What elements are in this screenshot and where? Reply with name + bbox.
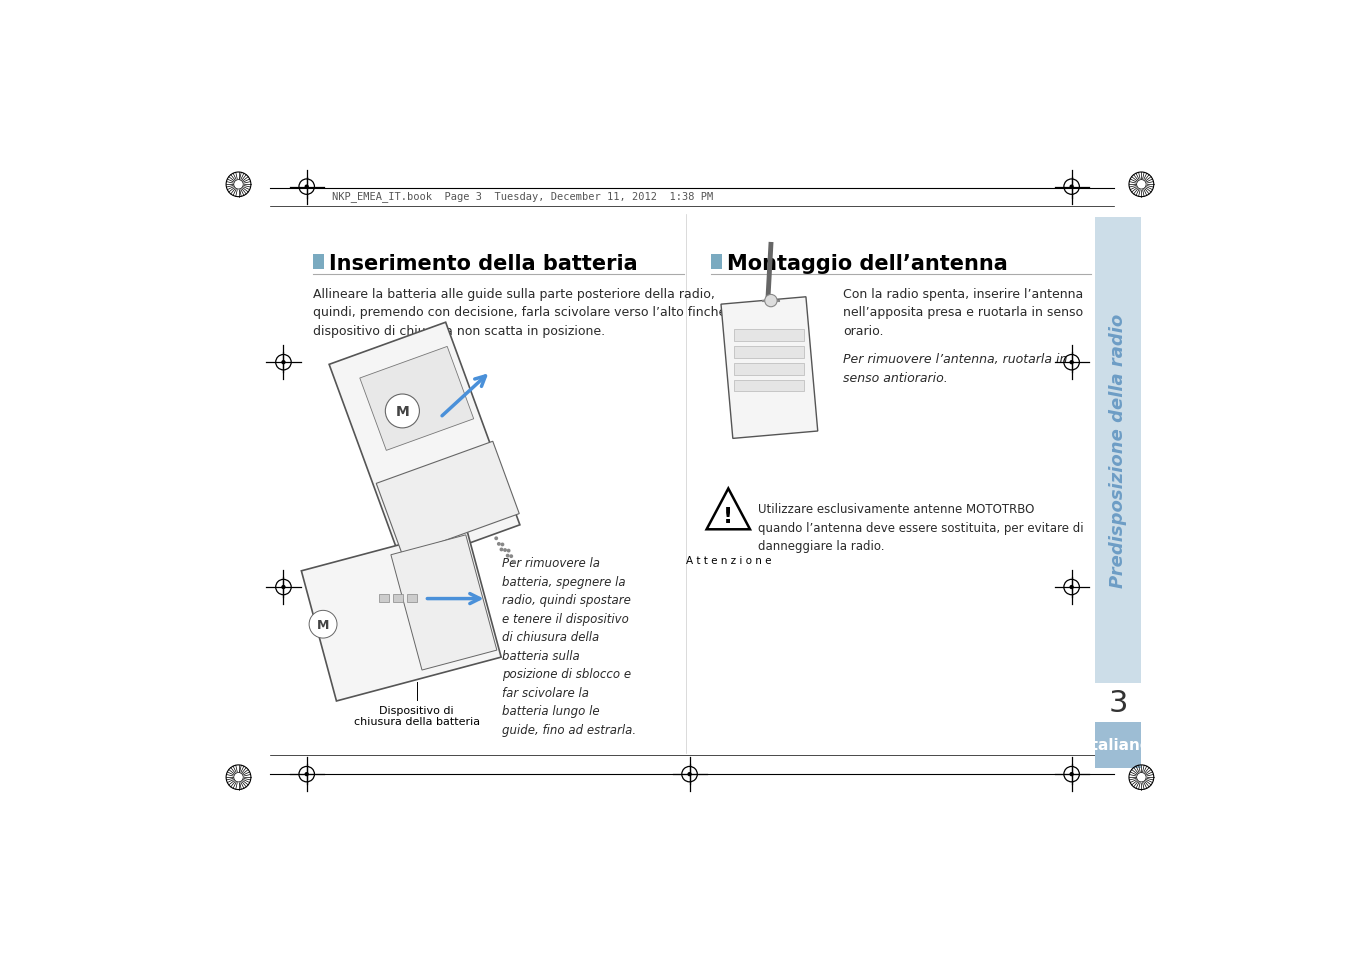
Polygon shape [392, 536, 497, 670]
Circle shape [1069, 185, 1073, 190]
Circle shape [309, 611, 338, 639]
Circle shape [506, 549, 510, 553]
Text: Italiano: Italiano [1085, 738, 1150, 753]
Text: Predisposizione della radio: Predisposizione della radio [1110, 314, 1127, 588]
Circle shape [687, 772, 691, 777]
Text: Allineare la batteria alle guide sulla parte posteriore della radio,
quindi, pre: Allineare la batteria alle guide sulla p… [313, 288, 737, 337]
Text: A t t e n z i o n e: A t t e n z i o n e [686, 556, 771, 565]
Circle shape [509, 555, 513, 558]
Text: Utilizzare esclusivamente antenne MOTOTRBO
quando l’antenna deve essere sostitui: Utilizzare esclusivamente antenne MOTOTR… [757, 503, 1083, 553]
Circle shape [506, 554, 509, 558]
Bar [734, 364, 805, 375]
Circle shape [385, 395, 420, 429]
Polygon shape [329, 323, 520, 567]
Circle shape [1137, 773, 1146, 782]
Text: 3: 3 [1108, 688, 1127, 718]
Text: !: ! [724, 507, 733, 527]
Text: M: M [396, 404, 409, 418]
Circle shape [1069, 585, 1073, 590]
Circle shape [494, 537, 498, 540]
Bar [1095, 722, 1141, 768]
Text: Per rimuovere l’antenna, ruotarla in
senso antiorario.: Per rimuovere l’antenna, ruotarla in sen… [842, 353, 1068, 384]
Text: Con la radio spenta, inserire l’antenna
nell’apposita presa e ruotarla in senso
: Con la radio spenta, inserire l’antenna … [842, 288, 1083, 337]
Circle shape [501, 543, 505, 547]
Polygon shape [721, 297, 818, 439]
Bar [408, 595, 417, 602]
Polygon shape [377, 442, 520, 557]
Text: Dispositivo di
chiusura della batteria: Dispositivo di chiusura della batteria [354, 705, 479, 727]
Polygon shape [301, 527, 501, 701]
Polygon shape [360, 347, 474, 451]
Circle shape [512, 560, 516, 564]
Circle shape [305, 772, 309, 777]
Bar [734, 347, 805, 358]
Bar [711, 255, 722, 270]
Circle shape [281, 585, 286, 590]
Text: M: M [317, 618, 329, 631]
Text: Inserimento della batteria: Inserimento della batteria [329, 253, 637, 274]
Circle shape [281, 360, 286, 365]
Bar [734, 380, 805, 392]
Circle shape [500, 548, 504, 552]
Text: NKP_EMEA_IT.book  Page 3  Tuesday, December 11, 2012  1:38 PM: NKP_EMEA_IT.book Page 3 Tuesday, Decembe… [332, 192, 713, 202]
Circle shape [764, 295, 778, 308]
Circle shape [1137, 180, 1146, 190]
Text: Montaggio dell’antenna: Montaggio dell’antenna [726, 253, 1007, 274]
Text: Per rimuovere la
batteria, spegnere la
radio, quindi spostare
e tenere il dispos: Per rimuovere la batteria, spegnere la r… [502, 557, 636, 736]
Circle shape [234, 773, 243, 782]
Bar [734, 330, 805, 341]
Circle shape [305, 185, 309, 190]
Bar [313, 255, 324, 270]
Bar [1095, 218, 1141, 683]
Circle shape [234, 180, 243, 190]
Circle shape [504, 549, 508, 553]
Circle shape [1069, 360, 1073, 365]
Polygon shape [706, 489, 751, 530]
Bar [379, 595, 389, 602]
Circle shape [1069, 772, 1073, 777]
Circle shape [497, 542, 501, 546]
Bar [393, 595, 402, 602]
